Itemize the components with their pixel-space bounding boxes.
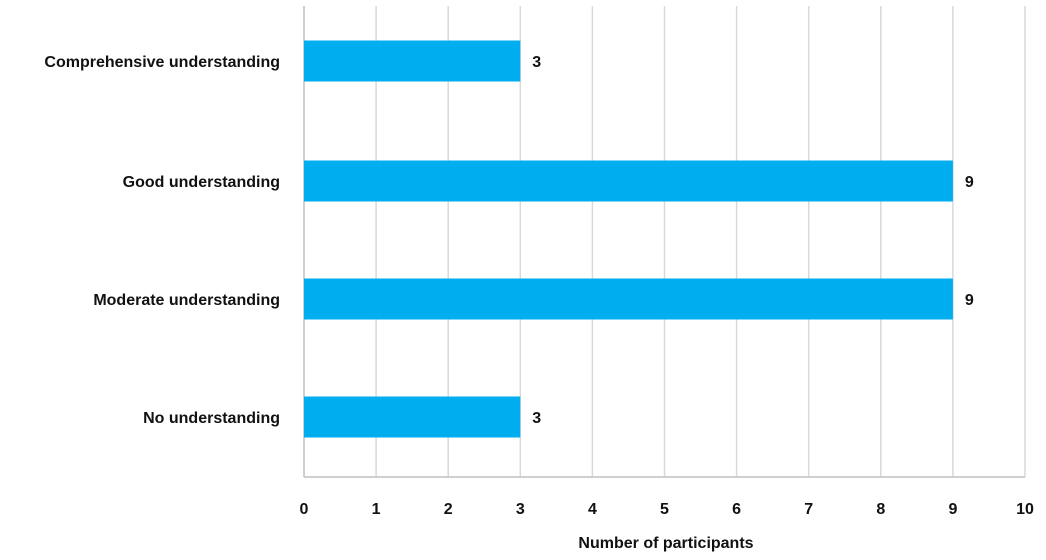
bar xyxy=(304,160,953,202)
x-tick-label: 2 xyxy=(444,501,453,518)
labels: 0 1 2 3 4 5 6 7 8 9 10 3 Comprehensive understanding… xyxy=(44,54,1034,518)
x-tick-label: 5 xyxy=(660,501,669,518)
x-tick-label: 8 xyxy=(876,501,885,518)
data-label: 3 xyxy=(532,410,541,427)
data-label: 9 xyxy=(965,174,974,191)
category-label: Good understanding xyxy=(123,174,280,191)
data-label: 3 xyxy=(532,54,541,71)
gridlines xyxy=(375,6,1026,477)
category-label: No understanding xyxy=(143,410,280,427)
bar xyxy=(304,278,953,320)
x-tick-label: 1 xyxy=(372,501,381,518)
x-tick-label: 6 xyxy=(732,501,741,518)
x-tick-label: 4 xyxy=(588,501,597,518)
x-tick-label: 10 xyxy=(1016,501,1034,518)
category-label: Comprehensive understanding xyxy=(44,54,280,71)
bar xyxy=(304,396,521,438)
x-axis-title: Number of participants xyxy=(578,535,753,552)
category-label: Moderate understanding xyxy=(93,292,280,309)
x-tick-label: 9 xyxy=(948,501,957,518)
data-label: 9 xyxy=(965,292,974,309)
bars xyxy=(304,40,953,438)
x-tick-label: 3 xyxy=(516,501,525,518)
x-tick-label: 7 xyxy=(804,501,813,518)
bar xyxy=(304,40,521,82)
x-tick-label: 0 xyxy=(300,501,309,518)
